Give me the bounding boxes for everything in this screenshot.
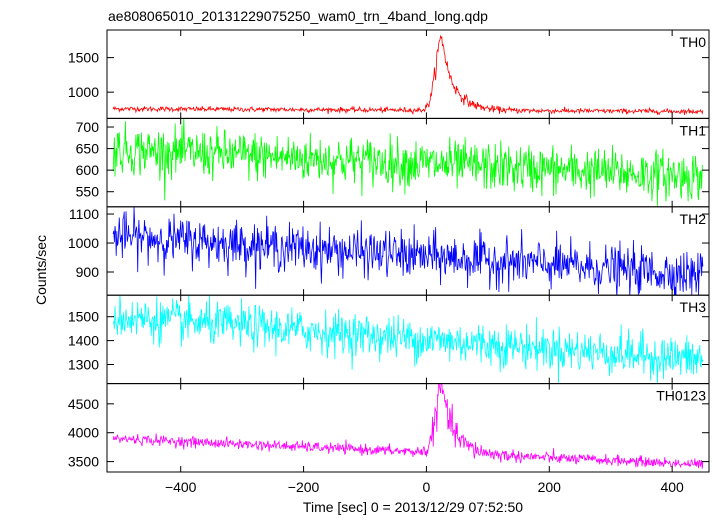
panel-frame bbox=[106, 117, 710, 208]
y-tick-label: 700 bbox=[76, 119, 100, 135]
panel-th3: 1300 1400 1500 TH3 bbox=[68, 294, 710, 385]
series-th1 bbox=[112, 118, 704, 207]
panel-th0123: 3500 4000 4500 TH0123 bbox=[68, 383, 710, 473]
panel-label: TH2 bbox=[680, 211, 707, 227]
chart-title: ae808065010_20131229075250_wam0_trn_4ban… bbox=[108, 8, 488, 24]
series-th0123 bbox=[112, 383, 704, 469]
series-th0 bbox=[112, 34, 704, 116]
y-tick-label: 600 bbox=[76, 162, 100, 178]
y-tick-label: 550 bbox=[76, 184, 100, 200]
y-tick-label: 1000 bbox=[68, 84, 99, 100]
x-tick-label: 400 bbox=[660, 479, 684, 495]
series-th2 bbox=[112, 206, 704, 296]
y-tick-label: 4500 bbox=[68, 396, 99, 412]
panel-label: TH1 bbox=[680, 122, 707, 138]
y-tick-label: 1500 bbox=[68, 50, 99, 66]
x-axis-label: Time [sec] 0 = 2013/12/29 07:52:50 bbox=[303, 499, 523, 515]
y-tick-label: 4000 bbox=[68, 425, 99, 441]
y-tick-label: 1400 bbox=[68, 333, 99, 349]
x-tick-label: 0 bbox=[423, 479, 431, 495]
panel-th2: 900 1000 1100 TH2 bbox=[68, 206, 710, 296]
y-tick-label: 900 bbox=[76, 264, 100, 280]
y-tick-label: 1500 bbox=[68, 309, 99, 325]
y-tick-label: 1300 bbox=[68, 356, 99, 372]
panel-frame bbox=[106, 294, 710, 385]
x-tick-label: −200 bbox=[288, 479, 320, 495]
panel-label: TH0123 bbox=[656, 388, 706, 404]
series-th3 bbox=[112, 295, 704, 384]
panel-th1: 550 600 650 700 TH1 bbox=[76, 117, 710, 208]
y-tick-label: 3500 bbox=[68, 454, 99, 470]
x-tick-label: −400 bbox=[165, 479, 197, 495]
y-tick-label: 1100 bbox=[69, 206, 99, 222]
x-tick-label: 200 bbox=[538, 479, 562, 495]
panel-frame bbox=[106, 383, 710, 473]
panel-th0: 1000 1500 TH0 bbox=[68, 29, 710, 119]
panel-label: TH3 bbox=[680, 299, 707, 315]
y-tick-label: 650 bbox=[76, 141, 100, 157]
y-tick-label: 1000 bbox=[68, 235, 99, 251]
panel-label: TH0 bbox=[680, 34, 707, 50]
panels-group: 1000 1500 TH0 550 600 650 700 TH1 900 1000 1100 TH2… bbox=[68, 29, 710, 495]
y-axis-label: Counts/sec bbox=[33, 235, 49, 305]
panel-frame bbox=[106, 29, 710, 119]
